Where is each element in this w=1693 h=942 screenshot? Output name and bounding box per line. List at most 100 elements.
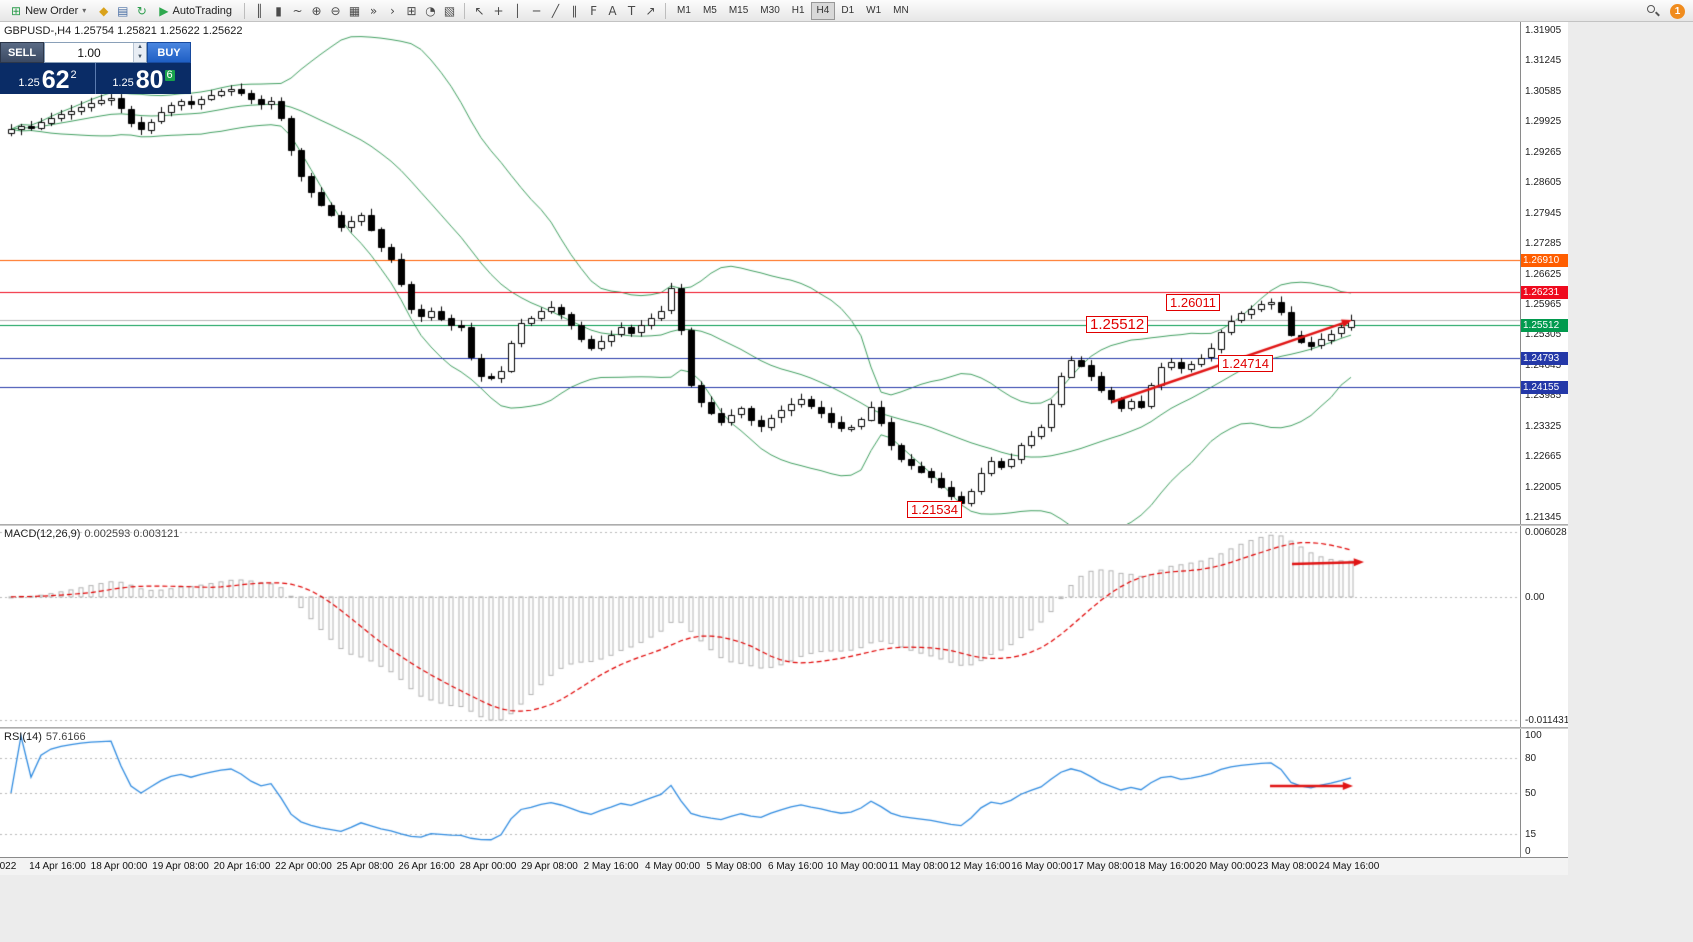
- autotrading-button[interactable]: ▶ AutoTrading: [152, 1, 239, 20]
- refresh-icon[interactable]: ↻: [132, 1, 151, 20]
- timeframe-d1[interactable]: D1: [835, 2, 860, 20]
- rsi-tick: 80: [1525, 753, 1537, 765]
- zoom-out-icon[interactable]: ⊖: [326, 1, 345, 20]
- top-toolbar: ⊞ New Order ▾ ◆ ▤ ↻ ▶ AutoTrading ║ ▮ ~ ⊕ ⊖ ▦» ›…: [0, 0, 1693, 22]
- new-order-button[interactable]: ⊞ New Order ▾: [4, 1, 93, 20]
- templates-icon[interactable]: ▧: [440, 1, 459, 20]
- print-icon[interactable]: ▤: [113, 1, 132, 20]
- chart-window: GBPUSD-,H4 1.25754 1.25821 1.25622 1.256…: [0, 22, 1568, 875]
- new-chart-icon[interactable]: ⊞: [402, 1, 421, 20]
- macd-pane: MACD(12,26,9) 0.002593 0.003121 0.006028 0…: [0, 526, 1568, 727]
- rsi-value: 57.6166: [45, 731, 86, 743]
- notification-badge[interactable]: 1: [1670, 3, 1685, 19]
- arrow-tools-icon[interactable]: ↗: [641, 1, 660, 20]
- price-annotation[interactable]: 1.26011: [1166, 294, 1221, 311]
- time-label: 22 Apr 00:00: [275, 861, 332, 872]
- timeframe-mn[interactable]: MN: [887, 2, 915, 20]
- play-icon: ▶: [159, 3, 169, 18]
- channel-icon[interactable]: ∥: [565, 1, 584, 20]
- macd-chart-canvas[interactable]: [0, 526, 1520, 727]
- bar-chart-icon[interactable]: ║: [250, 1, 269, 20]
- price-tick: 1.31245: [1525, 55, 1562, 67]
- price-tick: 1.27945: [1525, 207, 1562, 219]
- price-tick: 1.23985: [1525, 390, 1562, 402]
- buy-button[interactable]: BUY: [147, 42, 191, 63]
- tile-windows-icon[interactable]: ▦: [345, 1, 364, 20]
- price-chart-canvas[interactable]: [0, 22, 1520, 524]
- time-label: 18 May 16:00: [1134, 861, 1195, 872]
- price-pane: GBPUSD-,H4 1.25754 1.25821 1.25622 1.256…: [0, 22, 1568, 524]
- price-scale[interactable]: 1.31905 1.31245 1.30585 1.29925 1.29265 1.286…: [1520, 22, 1568, 524]
- chart-shift-icon[interactable]: ›: [383, 1, 402, 20]
- price-tick: 1.23325: [1525, 420, 1562, 432]
- timeframe-w1[interactable]: W1: [860, 2, 887, 20]
- time-label: 20 Apr 16:00: [213, 861, 271, 872]
- favorites-icon[interactable]: ◆: [94, 1, 113, 20]
- time-label: 25 Apr 08:00: [336, 861, 394, 872]
- periods-icon[interactable]: ◔: [421, 1, 440, 20]
- price-tick: 1.31905: [1525, 25, 1562, 36]
- price-tick: 1.30585: [1525, 85, 1562, 97]
- price-tick: 1.22005: [1525, 481, 1562, 493]
- lot-size-stepper[interactable]: ▲ ▼: [133, 43, 146, 62]
- rsi-chart-canvas[interactable]: [0, 729, 1520, 857]
- zoom-in-icon[interactable]: ⊕: [307, 1, 326, 20]
- fibonacci-icon[interactable]: F: [584, 1, 603, 20]
- time-label: 4 May 00:00: [644, 861, 701, 872]
- sell-price[interactable]: 1.25 62 2: [0, 63, 96, 94]
- label-icon[interactable]: T: [622, 1, 641, 20]
- time-label: 11 May 08:00: [888, 861, 949, 872]
- rsi-label: RSI(14) 57.6166: [4, 731, 86, 743]
- search-icon[interactable]: [1646, 4, 1660, 18]
- time-label: 26 Apr 16:00: [398, 861, 455, 872]
- timeframe-m5[interactable]: M5: [697, 2, 723, 20]
- price-annotation[interactable]: 1.24714: [1218, 355, 1273, 372]
- cursor-icon[interactable]: ↖: [470, 1, 489, 20]
- price-tick: 1.24645: [1525, 359, 1562, 371]
- toolbar-separator: [464, 2, 466, 19]
- timeframe-m30[interactable]: M30: [754, 2, 785, 20]
- timeframe-m1[interactable]: M1: [671, 2, 697, 20]
- price-tick: 1.25965: [1525, 298, 1562, 310]
- chart-header: GBPUSD-,H4 1.25754 1.25821 1.25622 1.256…: [4, 25, 243, 37]
- one-click-trading-panel: SELL ▲▼ BUY 1.25 62 2 1.25 80: [0, 42, 191, 94]
- time-label: 18 Apr 00:00: [90, 861, 148, 872]
- pane-separator[interactable]: [0, 727, 1568, 729]
- price-level-label: 1.26231: [1521, 285, 1568, 299]
- vertical-line-icon[interactable]: │: [508, 1, 527, 20]
- time-axis[interactable]: Apr 2022 14 Apr 16:00 18 Apr 00:00 19 Apr 0…: [0, 857, 1568, 875]
- lot-size-field: ▲▼: [44, 42, 147, 63]
- crosshair-icon[interactable]: +: [489, 1, 508, 20]
- text-icon[interactable]: A: [603, 1, 622, 20]
- time-label: Apr 2022: [0, 861, 17, 872]
- time-label: 17 May 08:00: [1072, 861, 1134, 872]
- pane-separator[interactable]: [0, 524, 1568, 526]
- rsi-scale[interactable]: 100 80 50 15 0: [1520, 729, 1568, 857]
- lot-size-input[interactable]: [45, 43, 133, 62]
- price-tick: 1.22665: [1525, 451, 1562, 463]
- macd-tick: -0.011431: [1525, 715, 1568, 726]
- auto-scroll-icon[interactable]: »: [364, 1, 383, 20]
- line-chart-icon[interactable]: ~: [288, 1, 307, 20]
- time-label: 5 May 08:00: [706, 861, 762, 872]
- time-label: 29 Apr 08:00: [521, 861, 578, 872]
- timeframe-h4[interactable]: H4: [810, 1, 836, 20]
- price-tick: 1.25305: [1525, 329, 1562, 341]
- trendline-icon[interactable]: ╱: [546, 1, 565, 20]
- sell-button[interactable]: SELL: [0, 42, 44, 63]
- price-level-label: 1.25512: [1521, 318, 1568, 332]
- timeframe-m15[interactable]: M15: [723, 2, 754, 20]
- price-annotation[interactable]: 1.21534: [907, 501, 962, 518]
- buy-price[interactable]: 1.25 80 6: [112, 66, 175, 94]
- candlestick-chart-icon[interactable]: ▮: [269, 1, 288, 20]
- new-order-icon: ⊞: [11, 3, 22, 18]
- timeframe-h1[interactable]: H1: [786, 2, 811, 20]
- macd-tick: 0.006028: [1525, 527, 1567, 538]
- horizontal-line-icon[interactable]: ─: [527, 1, 546, 20]
- time-label: 6 May 16:00: [767, 861, 824, 872]
- time-label: 2 May 16:00: [583, 861, 639, 872]
- price-level-label: 1.24793: [1521, 351, 1568, 365]
- price-annotation[interactable]: 1.25512: [1086, 316, 1149, 333]
- macd-scale[interactable]: 0.006028 0.00 -0.011431: [1520, 526, 1568, 727]
